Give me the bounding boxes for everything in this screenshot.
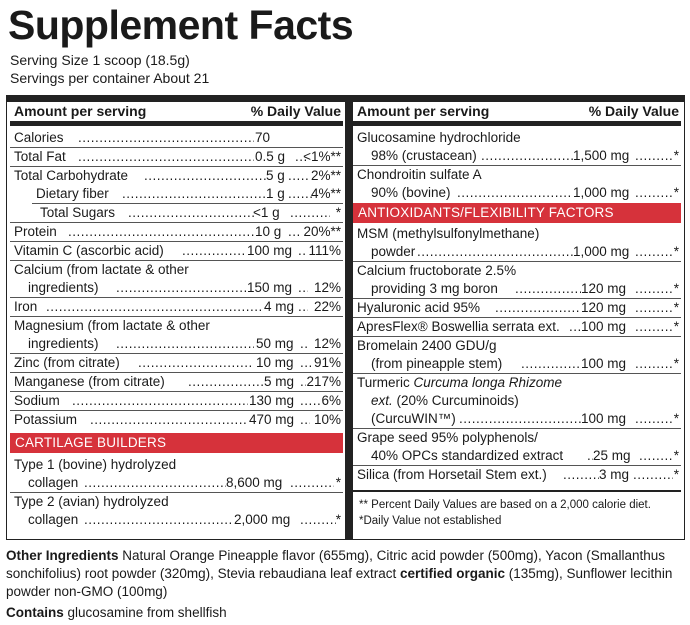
other-ingredients: Other Ingredients Natural Orange Pineapp… (6, 548, 673, 599)
nutrient-row-total-fat: Total Fat ..............................… (14, 149, 341, 164)
right-header: Amount per serving % Daily Value (353, 102, 681, 120)
header-rule (10, 121, 343, 126)
header-rule-right (353, 121, 681, 126)
chondroitin-row: Chondroitin sulfate A (357, 167, 482, 182)
grape-seed-row: Grape seed 95% polyphenols/ (357, 430, 538, 445)
bromelain-row: Bromelain 2400 GDU/g (357, 338, 497, 353)
turmeric-row-line2: ext. (20% Curcuminoids) (371, 393, 519, 408)
contains-label: Contains (6, 605, 64, 620)
turmeric-row-line3: (CurcuWIN™) ............................… (371, 411, 679, 426)
other-ingredients-label: Other Ingredients (6, 548, 119, 563)
cartilage-row-type1: Type 1 (bovine) hydrolyzed (14, 457, 177, 472)
nutrient-row-total-sugars: Total Sugars ...........................… (40, 205, 341, 220)
servings-per-container: Servings per container About 21 (10, 70, 210, 86)
nutrient-row-magnesium-line2: ingredients) ...........................… (28, 336, 341, 351)
calcium-fructoborate-row-line2: providing 3 mg boron ...................… (371, 281, 679, 296)
contains-statement: Contains glucosamine from shellfish (6, 605, 227, 620)
nutrient-row-zinc: Zinc (from citrate) ....................… (14, 355, 341, 370)
amount-per-serving-label-right: Amount per serving (357, 103, 490, 119)
daily-value-label: % Daily Value (250, 103, 341, 119)
cartilage-row-type2: Type 2 (avian) hydrolyzed (14, 494, 169, 509)
msm-row: MSM (methylsulfonylmethane) (357, 226, 540, 241)
amount-per-serving-label: Amount per serving (14, 103, 147, 119)
turmeric-row: Turmeric Curcuma longa Rhizome (357, 375, 563, 390)
cartilage-builders-heading: CARTILAGE BUILDERS (10, 433, 343, 453)
daily-value-label-right: % Daily Value (588, 103, 679, 119)
glucosamine-row-line2: 98% (crustacean) .......................… (371, 148, 679, 163)
hyaluronic-acid-row: Hyaluronic acid 95% ....................… (357, 300, 679, 315)
nutrient-row-protein: Protein ................................… (14, 224, 341, 239)
glucosamine-row: Glucosamine hydrochloride (357, 130, 521, 145)
nutrient-row-magnesium: Magnesium (from lactate & other (14, 318, 210, 333)
right-column: Amount per serving % Daily Value Glucosa… (353, 96, 681, 536)
footnote-rule (353, 490, 681, 492)
chondroitin-row-line2: 90% (bovine) ...........................… (371, 185, 679, 200)
left-header: Amount per serving % Daily Value (10, 102, 343, 120)
nutrient-row-manganese: Manganese (from citrate) ...............… (14, 374, 341, 389)
antioxidants-heading: ANTIOXIDANTS/FLEXIBILITY FACTORS (353, 203, 681, 223)
column-divider (345, 96, 353, 539)
calcium-fructoborate-row: Calcium fructoborate 2.5% (357, 263, 517, 278)
nutrient-row-sodium: Sodium .................................… (14, 393, 341, 408)
nutrient-row-calcium: Calcium (from lactate & other (14, 262, 189, 277)
bromelain-row-line2: (from pineapple stem) ..................… (371, 356, 679, 371)
daily-value-footnote: ** Percent Daily Values are based on a 2… (359, 499, 651, 511)
nutrient-row-dietary-fiber: Dietary fiber ..........................… (36, 186, 341, 201)
not-established-footnote: *Daily Value not established (359, 515, 502, 527)
serving-size: Serving Size 1 scoop (18.5g) (10, 52, 190, 68)
supplement-facts-title: Supplement Facts (8, 2, 354, 48)
left-column: Amount per serving % Daily Value Calorie… (10, 96, 343, 536)
cartilage-row-type2-line2: collagen ...............................… (28, 512, 341, 527)
nutrient-row-total-carbohydrate: Total Carbohydrate .....................… (14, 168, 341, 183)
silica-row: Silica (from Horsetail Stem ext.) ......… (357, 467, 679, 482)
grape-seed-row-line2: 40% OPCs standardized extract ... 25 mg … (371, 448, 679, 463)
cartilage-row-type1-line2: collagen ...............................… (28, 475, 341, 490)
nutrient-row-potassium: Potassium ..............................… (14, 412, 341, 427)
nutrient-row-vitamin-c: Vitamin C (ascorbic acid) ..............… (14, 243, 341, 258)
nutrient-row-calcium-line2: ingredients) ...........................… (28, 280, 341, 295)
msm-row-line2: powder .................................… (371, 244, 679, 259)
nutrient-row-iron: Iron ...................................… (14, 299, 341, 314)
nutrient-row-calories: Calories ...............................… (14, 130, 271, 145)
facts-panel: Amount per serving % Daily Value Calorie… (6, 95, 685, 540)
apresflex-row: ApresFlex® Boswellia serrata ext. ..... … (357, 319, 679, 334)
